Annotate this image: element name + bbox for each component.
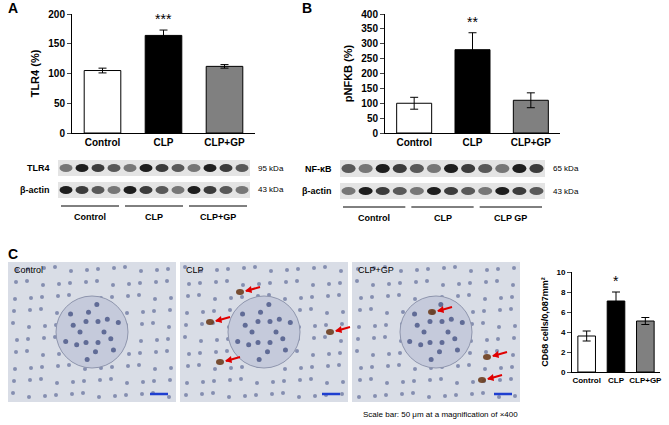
svg-text:50: 50 <box>367 113 379 124</box>
svg-text:400: 400 <box>361 9 378 20</box>
svg-text:C: C <box>8 246 18 262</box>
svg-text:CLP+GP: CLP+GP <box>200 212 236 222</box>
svg-text:*: * <box>613 273 619 289</box>
svg-text:100: 100 <box>361 98 378 109</box>
svg-text:TLR4: TLR4 <box>27 163 50 173</box>
svg-text:Control: Control <box>572 376 600 385</box>
svg-text:0: 0 <box>561 368 566 377</box>
svg-text:CLP: CLP <box>463 137 483 148</box>
svg-text:Control: Control <box>85 137 121 148</box>
svg-text:CLP+GP: CLP+GP <box>511 137 552 148</box>
svg-text:Control: Control <box>396 137 432 148</box>
svg-text:β-actin: β-actin <box>302 186 332 196</box>
svg-text:8: 8 <box>561 288 566 297</box>
svg-text:300: 300 <box>361 38 378 49</box>
svg-text:CLP+GP: CLP+GP <box>358 265 394 275</box>
svg-text:CLP: CLP <box>186 265 204 275</box>
svg-text:6: 6 <box>561 308 566 317</box>
svg-text:65 kDa: 65 kDa <box>553 164 579 173</box>
svg-text:150: 150 <box>48 38 65 49</box>
svg-text:Control: Control <box>14 265 43 275</box>
svg-text:Scale bar: 50 μm at a magnific: Scale bar: 50 μm at a magnification of ×… <box>363 410 518 419</box>
svg-text:CLP+GP: CLP+GP <box>204 137 245 148</box>
svg-text:95 kDa: 95 kDa <box>258 164 284 173</box>
svg-text:43 kDa: 43 kDa <box>258 185 284 194</box>
svg-text:43 kDa: 43 kDa <box>553 187 579 196</box>
svg-text:4: 4 <box>561 328 566 337</box>
svg-text:Control: Control <box>358 213 390 223</box>
svg-text:0: 0 <box>59 128 65 139</box>
svg-text:B: B <box>302 0 312 16</box>
svg-text:150: 150 <box>361 83 378 94</box>
svg-text:pNFKB (%): pNFKB (%) <box>342 44 354 102</box>
svg-text:100: 100 <box>48 68 65 79</box>
svg-text:β-actin: β-actin <box>20 185 50 195</box>
svg-text:A: A <box>8 0 18 16</box>
svg-text:CLP+GP: CLP+GP <box>629 376 662 385</box>
svg-text:CLP GP: CLP GP <box>494 213 527 223</box>
svg-text:NF-κB: NF-κB <box>305 164 332 174</box>
svg-text:10: 10 <box>556 268 565 277</box>
svg-text:***: *** <box>155 11 172 27</box>
svg-text:250: 250 <box>361 53 378 64</box>
svg-text:Control: Control <box>74 212 106 222</box>
svg-text:TLR4 (%): TLR4 (%) <box>29 49 41 97</box>
svg-text:350: 350 <box>361 23 378 34</box>
svg-text:200: 200 <box>48 9 65 20</box>
svg-text:50: 50 <box>54 98 66 109</box>
svg-text:0: 0 <box>372 128 378 139</box>
svg-text:CD68 cells/0,087mm²: CD68 cells/0,087mm² <box>540 277 550 367</box>
svg-text:CLP: CLP <box>154 137 174 148</box>
svg-text:CLP: CLP <box>608 376 625 385</box>
svg-text:2: 2 <box>561 348 566 357</box>
svg-text:CLP: CLP <box>145 212 163 222</box>
svg-text:200: 200 <box>361 68 378 79</box>
svg-text:CLP: CLP <box>434 213 452 223</box>
svg-text:**: ** <box>467 14 478 30</box>
